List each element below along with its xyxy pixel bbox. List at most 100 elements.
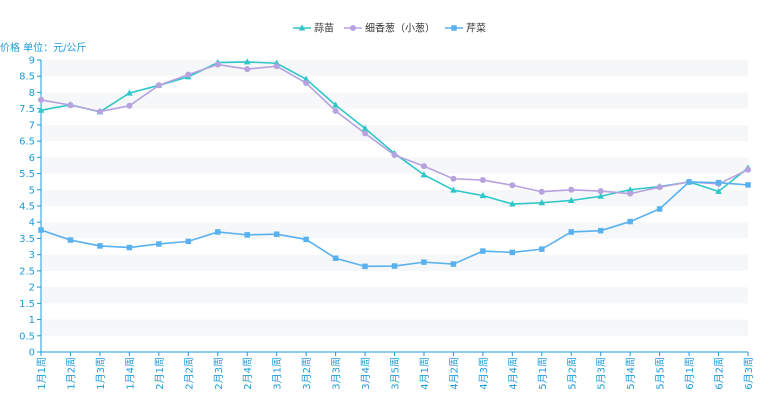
data-point[interactable]: [156, 241, 162, 247]
data-point[interactable]: [627, 218, 633, 225]
legend-item[interactable]: 蒜苗: [293, 23, 334, 35]
data-point[interactable]: [421, 259, 427, 265]
legend-item[interactable]: 芹菜: [445, 23, 486, 35]
series-3: [38, 179, 751, 270]
data-point[interactable]: [597, 227, 604, 234]
data-point[interactable]: [568, 229, 575, 235]
legend-marker[interactable]: [298, 24, 306, 31]
y-tick-label: 6.5: [19, 137, 35, 148]
grid-band: [41, 60, 748, 77]
data-point[interactable]: [155, 82, 162, 89]
y-tick-label: 0.5: [19, 331, 35, 342]
data-point[interactable]: [509, 182, 516, 189]
data-point[interactable]: [479, 177, 486, 184]
data-point[interactable]: [332, 107, 339, 114]
y-tick-label: 6: [29, 153, 35, 164]
data-point[interactable]: [686, 179, 692, 185]
data-point[interactable]: [38, 96, 44, 103]
data-point[interactable]: [538, 188, 545, 195]
data-point[interactable]: [244, 66, 251, 73]
data-point[interactable]: [361, 124, 369, 131]
data-point[interactable]: [745, 166, 751, 173]
data-point[interactable]: [215, 229, 221, 235]
x-tick-label: 1月4周: [124, 357, 136, 390]
legend-item[interactable]: 细香葱（小葱）: [344, 22, 435, 35]
x-tick-label: 2月4周: [242, 357, 254, 390]
grid-band: [41, 92, 748, 109]
data-point[interactable]: [244, 232, 250, 238]
data-point[interactable]: [303, 236, 309, 243]
data-point[interactable]: [715, 179, 722, 186]
data-point[interactable]: [420, 163, 427, 170]
data-point[interactable]: [391, 152, 398, 159]
data-point[interactable]: [626, 186, 634, 193]
data-point[interactable]: [214, 61, 221, 68]
data-point[interactable]: [479, 192, 487, 199]
y-tick-label: 4.5: [19, 202, 35, 213]
x-tick-label: 1月2周: [65, 357, 77, 390]
data-point[interactable]: [538, 199, 546, 206]
data-point[interactable]: [715, 187, 722, 194]
data-point[interactable]: [185, 238, 192, 245]
data-point[interactable]: [96, 108, 103, 115]
data-point[interactable]: [627, 190, 634, 197]
grid-bands: [41, 60, 748, 352]
grid-band: [41, 173, 748, 190]
data-point[interactable]: [745, 182, 751, 188]
data-point[interactable]: [480, 248, 486, 254]
data-point[interactable]: [597, 192, 605, 199]
data-point[interactable]: [568, 186, 575, 193]
grid-band: [41, 189, 748, 206]
data-point[interactable]: [450, 175, 457, 182]
data-point[interactable]: [420, 171, 428, 178]
data-point[interactable]: [243, 58, 251, 65]
legend[interactable]: 蒜苗 细香葱（小葱） 芹菜: [293, 22, 486, 35]
data-point[interactable]: [656, 184, 663, 191]
y-axis-label: 价格 单位：元/公斤: [0, 41, 87, 54]
x-tick-label: 1月3周: [95, 357, 107, 390]
data-point[interactable]: [273, 63, 280, 70]
data-point[interactable]: [362, 130, 369, 137]
data-point[interactable]: [126, 89, 133, 96]
data-point[interactable]: [567, 196, 575, 203]
data-point[interactable]: [509, 249, 516, 256]
data-point[interactable]: [302, 75, 310, 82]
data-point[interactable]: [332, 101, 339, 108]
data-point[interactable]: [185, 71, 192, 78]
legend-marker[interactable]: [350, 25, 356, 31]
x-tick-label: 3月5周: [390, 357, 402, 390]
data-point[interactable]: [509, 200, 516, 207]
grid-band: [41, 254, 748, 271]
data-point[interactable]: [597, 188, 604, 195]
legend-label: 蒜苗: [314, 23, 334, 35]
data-point[interactable]: [450, 186, 457, 193]
data-point[interactable]: [362, 263, 368, 270]
data-point[interactable]: [67, 102, 74, 109]
data-point[interactable]: [97, 243, 103, 249]
data-point[interactable]: [656, 206, 663, 212]
series-group: [37, 58, 752, 270]
data-point[interactable]: [539, 246, 545, 252]
x-tick-label: 3月2周: [301, 357, 313, 390]
legend-label: 细香葱（小葱）: [365, 22, 435, 35]
data-point[interactable]: [391, 263, 398, 269]
data-point[interactable]: [37, 106, 45, 113]
x-tick-label: 3月3周: [331, 357, 343, 390]
x-tick-label: 5月3周: [596, 357, 608, 390]
x-tick-label: 3月4周: [360, 357, 372, 390]
x-tick-label: 6月3周: [743, 357, 755, 390]
legend-marker[interactable]: [451, 25, 457, 31]
data-point[interactable]: [67, 237, 74, 243]
data-point[interactable]: [450, 261, 457, 267]
data-point[interactable]: [332, 255, 339, 261]
y-tick-label: 9: [29, 56, 35, 67]
grid-band: [41, 335, 748, 352]
data-point[interactable]: [303, 80, 310, 87]
y-tick-label: 7: [29, 120, 35, 131]
data-point[interactable]: [273, 231, 280, 237]
y-tick-label: 8: [29, 88, 35, 99]
data-point[interactable]: [126, 102, 133, 109]
y-tick-label: 5: [29, 185, 35, 196]
data-point[interactable]: [126, 244, 133, 251]
data-point[interactable]: [38, 227, 44, 233]
